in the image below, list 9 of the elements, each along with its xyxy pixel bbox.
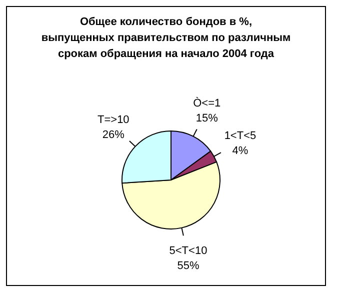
slice-label: 1<T<5 [224, 130, 256, 142]
slice-label: Ò<=1 [193, 96, 221, 110]
slice-label: 5<T<10 [169, 245, 208, 258]
data-label: 15% [196, 112, 218, 125]
data-label: 55% [177, 260, 200, 272]
data-label: 26% [102, 128, 125, 141]
chart-title: Общее количество бондов в %, выпущенных правительством по различным срокам обращения на начало 2004 года [40, 15, 292, 62]
slice-label: T=>10 [98, 114, 130, 126]
data-label: 4% [232, 144, 248, 157]
